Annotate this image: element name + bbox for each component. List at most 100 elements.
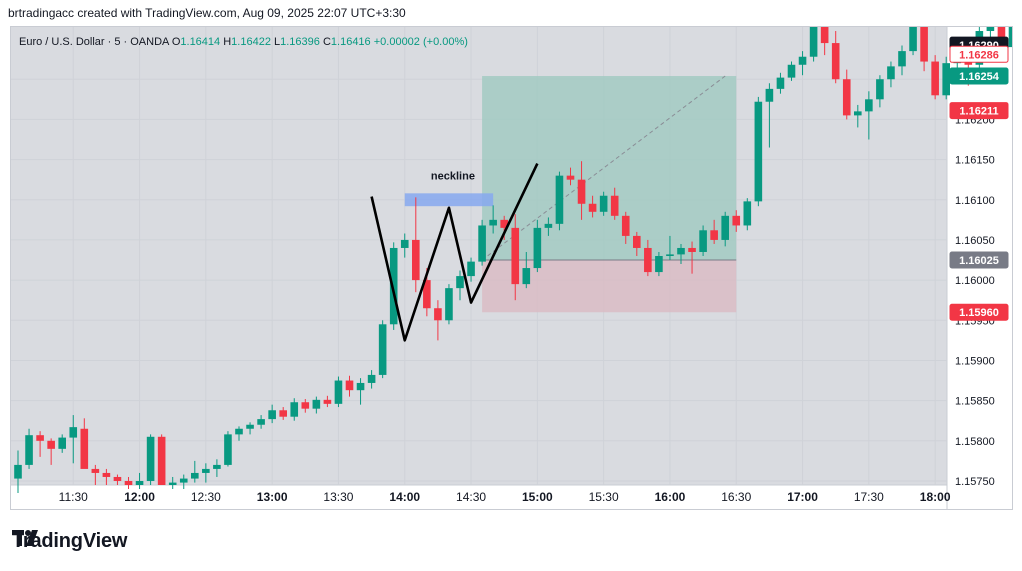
target-zone (482, 76, 737, 261)
candle-body (345, 380, 354, 391)
candle-body (655, 256, 663, 273)
candle-down (732, 210, 741, 232)
close-label: C (322, 36, 331, 48)
candle-body (566, 175, 575, 180)
candle-up (179, 474, 188, 490)
candle-up (776, 72, 785, 94)
candlestick-chart[interactable]: 1.157501.158001.158501.159001.159501.160… (11, 27, 1012, 509)
candle-up (909, 27, 917, 56)
symbol-legend: Euro / U.S. Dollar · 5 · OANDA O1.16414 … (19, 36, 468, 48)
candle-body (743, 201, 752, 226)
candle-body (577, 179, 586, 204)
tradingview-brand[interactable]: TradingView (12, 530, 127, 553)
x-tick-label: 15:00 (522, 490, 553, 504)
candle-body (323, 399, 332, 404)
candle-body (599, 195, 608, 212)
candle-body (25, 435, 33, 465)
candle-body (688, 247, 696, 252)
high-label: H (223, 36, 232, 48)
x-tick-label: 18:00 (920, 490, 951, 504)
candle-down (36, 431, 44, 457)
candle-body (467, 261, 475, 277)
candle-down (323, 395, 332, 408)
candle-down (47, 438, 55, 465)
candle-body (389, 247, 398, 325)
candle-body (942, 63, 950, 96)
candle-body (202, 468, 210, 473)
x-tick-label: 15:30 (589, 490, 619, 504)
candle-body (36, 435, 44, 441)
candle-up (677, 243, 685, 265)
candle-down (831, 31, 840, 84)
candle-down (820, 27, 829, 56)
candle-up (367, 370, 376, 389)
change-value: +0.00002 (+0.00%) (373, 36, 468, 48)
y-tick-label: 1.15850 (955, 396, 995, 408)
candle-up (854, 104, 862, 128)
candle-body (533, 227, 542, 269)
candle-body (312, 399, 321, 409)
candle-up (798, 51, 807, 76)
candle-body (378, 324, 387, 375)
candle-up (942, 56, 950, 100)
candle-up (202, 463, 210, 483)
candle-body (621, 215, 630, 236)
candle-up (356, 378, 365, 405)
candle-body (191, 472, 199, 479)
candle-up (522, 251, 531, 289)
candle-body (909, 27, 917, 52)
candle-down (610, 187, 619, 220)
candle-up (445, 284, 453, 325)
candle-body (157, 436, 166, 485)
candle-body (356, 382, 365, 391)
candle-body (113, 476, 122, 481)
candle-up (168, 476, 177, 490)
price-label-box (949, 251, 1009, 269)
candle-body (80, 428, 89, 469)
candle-up (787, 61, 796, 81)
candle-up (224, 431, 232, 467)
candle-up (334, 376, 343, 408)
x-tick-label: 17:00 (787, 490, 818, 504)
chart-panel[interactable]: 1.15750 1.15800 1.15850 1.15900 1.15950 1.160… (10, 26, 1013, 510)
low-label: L (274, 36, 281, 48)
candle-down (279, 407, 287, 420)
candle-down (633, 231, 641, 256)
candle-body (798, 56, 807, 65)
candle-body (168, 482, 177, 485)
candle-body (931, 61, 939, 96)
candle-down (102, 468, 111, 485)
candle-up (14, 450, 22, 494)
x-tick-label: 11:30 (59, 490, 88, 504)
low-value: 1.16396 (280, 36, 320, 48)
candle-body (47, 440, 55, 449)
candle-body (69, 427, 78, 438)
candle-up (1008, 27, 1012, 48)
price-label: 1.16286 (959, 49, 999, 61)
candle-body (235, 428, 243, 435)
candle-down (931, 55, 939, 100)
candle-down (301, 399, 310, 413)
candle-body (511, 227, 520, 285)
candle-body (412, 239, 420, 281)
candle-body (478, 225, 486, 262)
x-tick-label: 16:30 (721, 490, 751, 504)
candle-up (213, 459, 221, 477)
candle-body (146, 436, 155, 481)
candle-up (666, 235, 674, 261)
candle-up (378, 320, 387, 379)
candle-body (732, 215, 741, 226)
candle-body (831, 43, 840, 80)
candle-up (135, 472, 144, 490)
y-tick-label: 1.16000 (955, 275, 995, 287)
high-value: 1.16422 (231, 36, 271, 48)
open-value: 1.16414 (180, 36, 221, 48)
candle-body (721, 215, 729, 240)
time-axis (11, 485, 947, 509)
x-tick-label: 14:00 (389, 490, 420, 504)
candle-body (224, 434, 232, 465)
candle-down (124, 476, 133, 490)
candle-up (235, 426, 243, 441)
chart-credit: brtradingacc created with TradingView.co… (8, 6, 406, 20)
candle-up (69, 415, 78, 464)
